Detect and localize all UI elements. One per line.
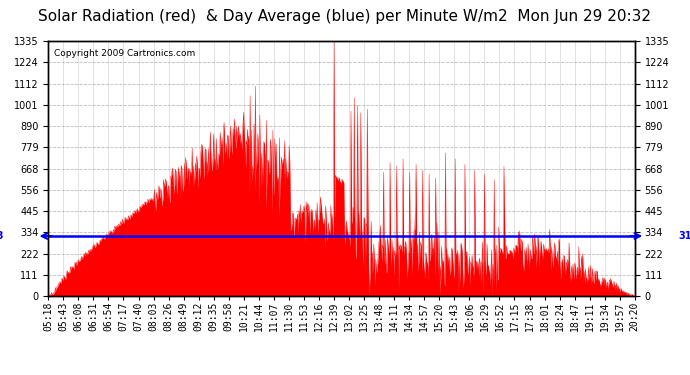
Text: 315.13: 315.13 (0, 231, 4, 241)
Text: Copyright 2009 Cartronics.com: Copyright 2009 Cartronics.com (55, 49, 195, 58)
Text: 315.13: 315.13 (679, 231, 690, 241)
Text: Solar Radiation (red)  & Day Average (blue) per Minute W/m2  Mon Jun 29 20:32: Solar Radiation (red) & Day Average (blu… (39, 9, 651, 24)
